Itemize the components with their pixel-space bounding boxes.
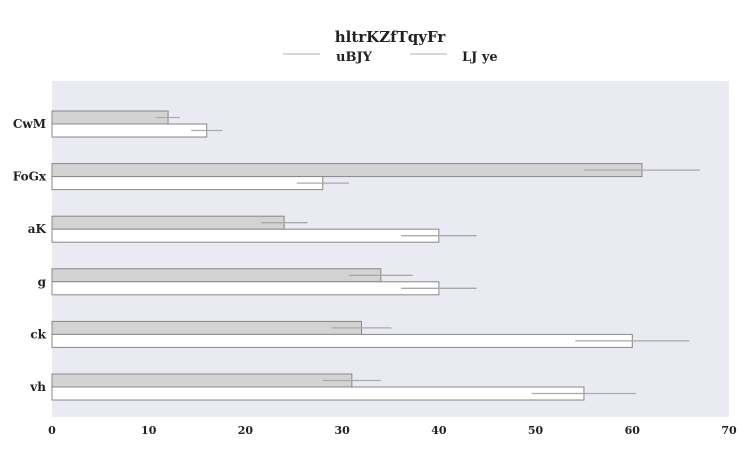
category-label: g <box>38 275 47 289</box>
x-tick-label: 30 <box>334 424 350 437</box>
category-label: aK <box>28 222 47 236</box>
legend: uBJY LJ ye <box>283 50 498 65</box>
category-label: FoGx <box>13 170 47 184</box>
chart-title: hltrKZfTqyFr <box>335 28 447 46</box>
legend-label-series-1: uBJY <box>336 50 373 65</box>
x-tick-label: 60 <box>625 424 641 437</box>
bar-1 <box>51 163 643 178</box>
x-tick-label: 50 <box>528 424 544 437</box>
bar-1 <box>51 268 382 283</box>
bar-1 <box>51 320 362 335</box>
bar-2 <box>51 333 633 348</box>
bar-1 <box>51 215 285 230</box>
bar-2 <box>51 281 440 296</box>
x-tick-label: 40 <box>431 424 447 437</box>
bar-2 <box>51 228 440 243</box>
legend-label-series-2: LJ ye <box>462 50 498 65</box>
bar-2 <box>51 176 324 191</box>
error-bars-layer <box>156 116 700 395</box>
bars-layer <box>51 110 643 401</box>
bar-2 <box>51 123 208 138</box>
bar-2 <box>51 386 585 401</box>
x-tick-label: 20 <box>238 424 254 437</box>
category-labels: CwM FoGx aK g ck vh <box>13 117 47 394</box>
category-label: CwM <box>13 117 46 131</box>
x-tick-label: 0 <box>48 424 56 437</box>
x-axis-ticks: 0 10 20 30 40 50 60 70 <box>48 424 737 437</box>
x-tick-label: 10 <box>141 424 157 437</box>
category-label: ck <box>30 327 46 341</box>
bar-1 <box>51 373 353 388</box>
category-label: vh <box>29 380 46 394</box>
bar-1 <box>51 110 169 125</box>
x-tick-label: 70 <box>721 424 737 437</box>
